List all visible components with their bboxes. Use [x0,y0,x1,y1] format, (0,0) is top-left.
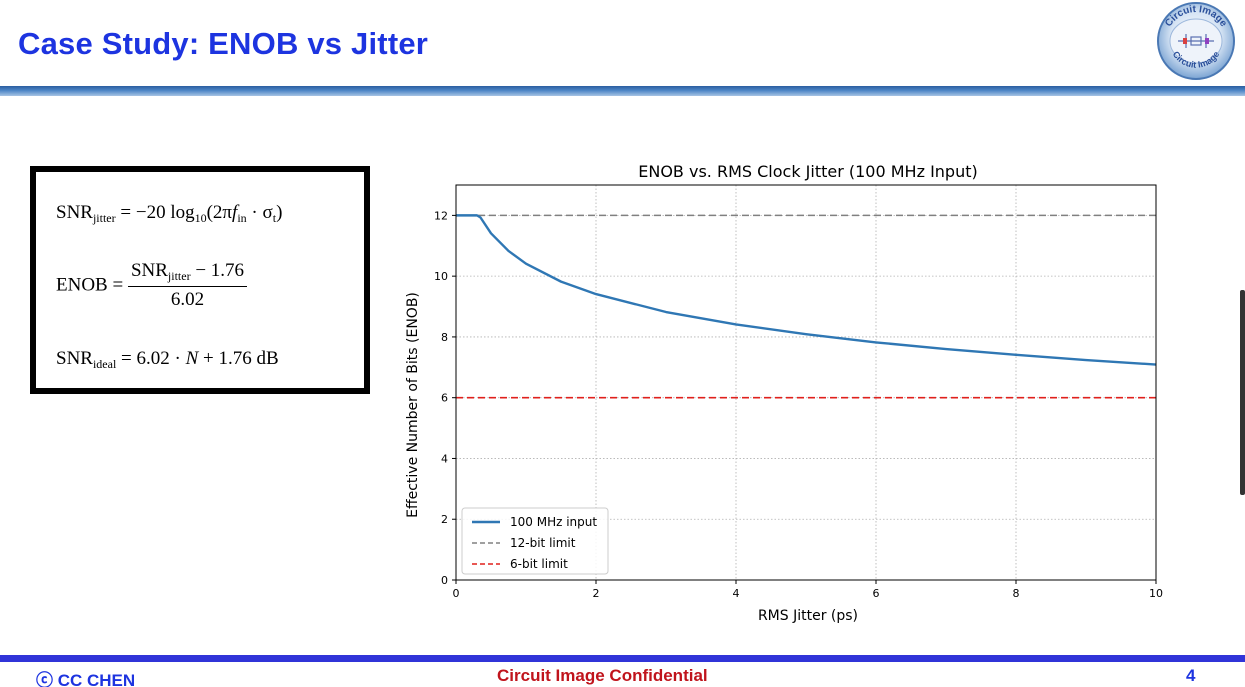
footer-rule [0,655,1245,662]
equation-snr-ideal: SNRideal = 6.02 · N + 1.76 dB [56,348,279,371]
legend-label-1: 12-bit limit [510,536,576,550]
equation-box: SNRjitter = −20 log10(2πfin · σt) ENOB =… [30,166,370,394]
chart-title: ENOB vs. RMS Clock Jitter (100 MHz Input… [638,162,978,181]
footer-author: ⓒ CC CHEN [36,671,136,687]
slide-title: Case Study: ENOB vs Jitter [18,26,429,61]
legend-box [461,507,609,575]
x-tick-label: 10 [1149,587,1163,600]
x-tick-label: 4 [733,587,740,600]
equation-enob: ENOB = SNRjitter − 1.76 6.02 [56,260,248,311]
x-tick-label: 6 [873,587,880,600]
page-number: 4 [1186,666,1196,685]
legend-label-2: 6-bit limit [510,557,568,571]
title-bar: Case Study: ENOB vs Jitter Circuit Image… [0,0,1245,100]
y-tick-label: 12 [434,209,448,222]
chart-series [456,214,1157,399]
y-tick-label: 4 [441,452,448,465]
y-tick-label: 10 [434,270,448,283]
x-axis-label: RMS Jitter (ps) [758,608,858,624]
circuit-image-logo: Circuit Image Circuit Image [1157,2,1235,80]
footer-confidential: Circuit Image Confidential [497,666,708,685]
x-tick-label: 2 [593,587,600,600]
x-tick-label: 0 [453,587,460,600]
y-axis-label: Effective Number of Bits (ENOB) [405,292,421,518]
y-tick-label: 0 [441,574,448,587]
enob-chart: ENOB vs. RMS Clock Jitter (100 MHz Input… [405,162,1163,624]
scrollbar[interactable] [1240,290,1245,495]
chart-ticks: 0 2 4 6 8 10 0 2 4 6 8 10 12 [434,209,1163,600]
title-rule [0,86,1245,96]
equation-snr-jitter: SNRjitter = −20 log10(2πfin · σt) [56,202,283,225]
y-tick-label: 2 [441,513,448,526]
plot-frame [455,184,1157,581]
series-line-0 [456,214,1157,366]
y-tick-label: 8 [441,331,448,344]
enob-fraction: SNRjitter − 1.76 6.02 [127,260,248,311]
legend-label-0: 100 MHz input [510,515,597,529]
x-tick-label: 8 [1013,587,1020,600]
y-tick-label: 6 [441,392,448,405]
chart-legend: 100 MHz input 12-bit limit 6-bit limit [461,507,609,575]
